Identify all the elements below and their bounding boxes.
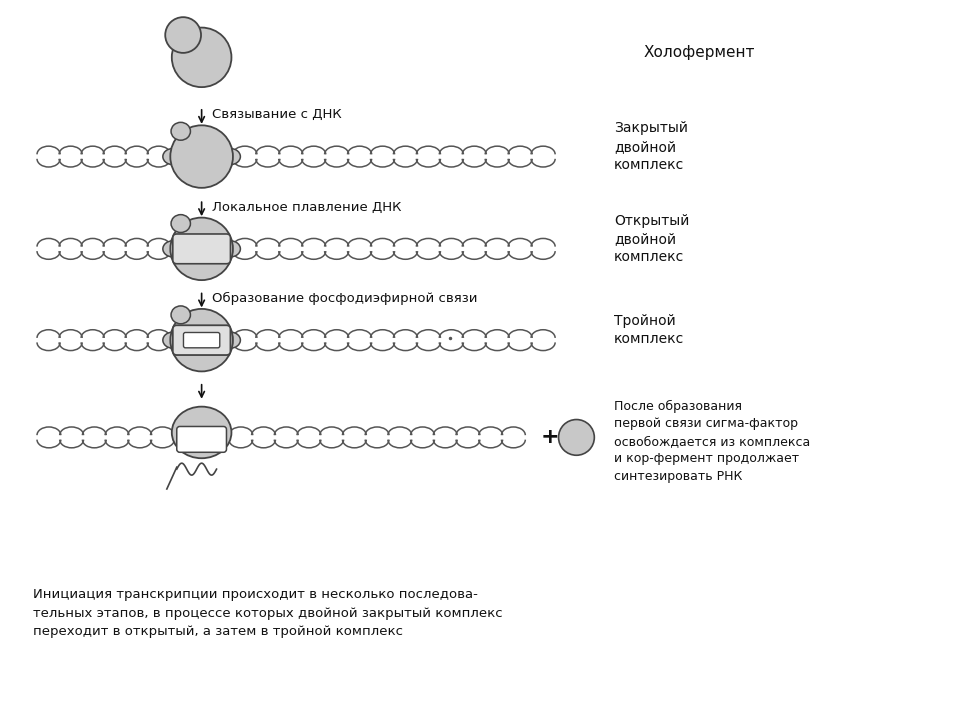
- FancyBboxPatch shape: [173, 325, 230, 355]
- Text: Связывание с ДНК: Связывание с ДНК: [211, 109, 341, 122]
- Ellipse shape: [165, 17, 201, 53]
- Ellipse shape: [220, 148, 240, 165]
- Ellipse shape: [172, 407, 231, 458]
- Text: Холофермент: Холофермент: [644, 45, 756, 60]
- Text: После образования
первой связи сигма-фактор
освобождается из комплекса
и кор-фер: После образования первой связи сигма-фак…: [614, 400, 810, 483]
- Text: Тройной
комплекс: Тройной комплекс: [614, 314, 684, 346]
- Ellipse shape: [170, 217, 233, 280]
- Text: Образование фосфодиэфирной связи: Образование фосфодиэфирной связи: [211, 292, 477, 305]
- Ellipse shape: [163, 240, 183, 257]
- Ellipse shape: [171, 306, 190, 324]
- Ellipse shape: [559, 420, 594, 455]
- FancyBboxPatch shape: [177, 426, 227, 452]
- Ellipse shape: [171, 215, 190, 233]
- Ellipse shape: [170, 309, 233, 372]
- Text: Инициация транскрипции происходит в несколько последова-
тельных этапов, в проце: Инициация транскрипции происходит в неск…: [33, 588, 502, 638]
- Text: Открытый
двойной
комплекс: Открытый двойной комплекс: [614, 214, 689, 264]
- Ellipse shape: [171, 122, 190, 140]
- Ellipse shape: [172, 27, 231, 87]
- Ellipse shape: [163, 148, 183, 165]
- FancyBboxPatch shape: [173, 234, 230, 264]
- Ellipse shape: [220, 240, 240, 257]
- Text: +: +: [540, 428, 559, 447]
- Text: Закрытый
двойной
комплекс: Закрытый двойной комплекс: [614, 121, 688, 172]
- Ellipse shape: [163, 332, 183, 348]
- Ellipse shape: [220, 332, 240, 348]
- Ellipse shape: [170, 125, 233, 188]
- FancyBboxPatch shape: [183, 333, 220, 348]
- Text: Локальное плавление ДНК: Локальное плавление ДНК: [211, 201, 401, 214]
